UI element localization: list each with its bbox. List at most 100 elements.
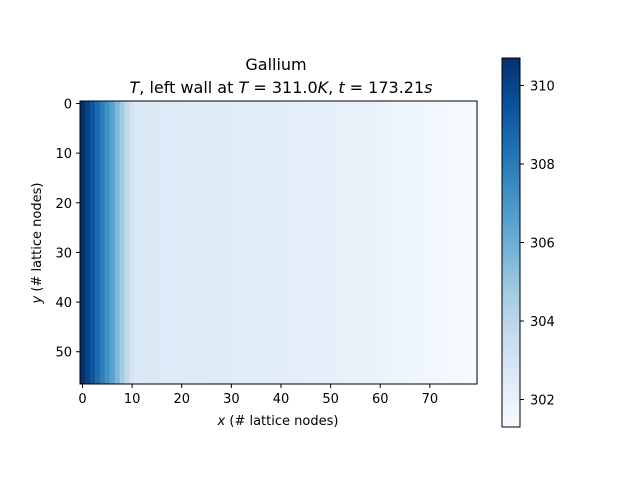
colorbar-band: [502, 291, 520, 296]
colorbar-band: [502, 104, 520, 108]
colorbar-band: [502, 174, 520, 179]
heatmap-column: [367, 101, 374, 384]
colorbar-band: [502, 156, 520, 161]
colorbar-tick-label: 308: [530, 158, 555, 173]
x-tick-label: 30: [223, 392, 240, 407]
colorbar-band: [502, 304, 520, 308]
colorbar-band: [502, 171, 520, 176]
colorbar-band: [502, 233, 520, 237]
colorbar-band: [502, 70, 520, 74]
colorbar-band: [502, 257, 520, 262]
colorbar-band: [502, 297, 520, 302]
heatmap-column: [253, 101, 260, 384]
colorbar-band: [502, 337, 520, 342]
heatmap-column: [472, 101, 478, 384]
heatmap-column: [362, 101, 369, 384]
colorbar-band: [502, 254, 520, 259]
colorbar-band: [502, 177, 520, 182]
colorbar-band: [502, 193, 520, 197]
colorbar-band: [502, 101, 520, 105]
colorbar-band: [502, 368, 520, 373]
heatmap-column: [303, 101, 309, 384]
colorbar-band: [502, 134, 520, 139]
colorbar-band: [502, 150, 520, 154]
colorbar-band: [502, 128, 520, 133]
heatmap-column: [213, 101, 220, 384]
heatmap-column: [159, 101, 165, 384]
heatmap-column: [218, 101, 225, 384]
colorbar-band: [502, 322, 520, 327]
y-tick-label: 0: [64, 97, 72, 112]
heatmap-column: [194, 101, 200, 384]
heatmap-column: [283, 101, 290, 384]
heatmap-column: [437, 101, 443, 384]
colorbar-band: [502, 217, 520, 222]
colorbar-band: [502, 420, 520, 425]
colorbar-band: [502, 236, 520, 241]
heatmap-column: [84, 101, 91, 384]
colorbar-band: [502, 316, 520, 320]
colorbar-tick-label: 304: [530, 315, 555, 330]
colorbar-band: [502, 227, 520, 231]
heatmap-column: [288, 101, 294, 384]
colorbar-band: [502, 279, 520, 284]
heatmap-column: [89, 101, 96, 384]
heatmap-column: [174, 101, 180, 384]
heatmap-column: [94, 101, 101, 384]
colorbar-band: [502, 214, 520, 219]
heatmap-column: [308, 101, 314, 384]
x-tick-label: 0: [78, 392, 86, 407]
heatmap-column: [343, 101, 349, 384]
heatmap-column: [238, 101, 245, 384]
colorbar-band: [502, 313, 520, 317]
x-tick-label: 70: [422, 392, 439, 407]
colorbar-band: [502, 285, 520, 290]
heatmap-column: [323, 101, 329, 384]
colorbar-band: [502, 159, 520, 164]
y-tick-label: 10: [55, 147, 72, 162]
colorbar-band: [502, 122, 520, 127]
heatmap-column: [243, 101, 250, 384]
colorbar-band: [502, 224, 520, 228]
heatmap-column: [338, 101, 344, 384]
colorbar-band: [502, 383, 520, 388]
colorbar-band: [502, 362, 520, 367]
colorbar-tick-label: 302: [530, 394, 555, 409]
heatmap-column: [278, 101, 285, 384]
heatmap-column: [313, 101, 319, 384]
colorbar-band: [502, 380, 520, 385]
heatmap-column: [154, 101, 160, 384]
heatmap-column: [114, 101, 121, 384]
colorbar-band: [502, 267, 520, 271]
colorbar-band: [502, 165, 520, 170]
colorbar-band: [502, 61, 520, 65]
colorbar-band: [502, 230, 520, 234]
colorbar-band: [502, 97, 520, 102]
x-tick-label: 20: [173, 392, 190, 407]
y-tick-label: 30: [55, 246, 72, 261]
colorbar-band: [502, 356, 520, 360]
heatmap-column: [372, 101, 379, 384]
heatmap-column: [333, 101, 339, 384]
x-axis-label: x (# lattice nodes): [217, 414, 339, 429]
colorbar-band: [502, 276, 520, 281]
colorbar-band: [502, 76, 520, 81]
colorbar-band: [502, 300, 520, 305]
colorbar-band: [502, 417, 520, 422]
heatmap-column: [318, 101, 324, 384]
colorbar-tick-label: 310: [530, 79, 555, 94]
colorbar-gradient: [502, 58, 520, 428]
colorbar-band: [502, 343, 520, 348]
heatmap-column: [263, 101, 270, 384]
colorbar-band: [502, 359, 520, 364]
heatmap-column: [402, 101, 409, 384]
colorbar-band: [502, 91, 520, 96]
colorbar-band: [502, 390, 520, 394]
heatmap-column: [223, 101, 230, 384]
colorbar-band: [502, 116, 520, 121]
colorbar-band: [502, 211, 520, 216]
heatmap-column: [352, 101, 359, 384]
heatmap-column: [169, 101, 175, 384]
colorbar-band: [502, 307, 520, 311]
colorbar-band: [502, 58, 520, 62]
